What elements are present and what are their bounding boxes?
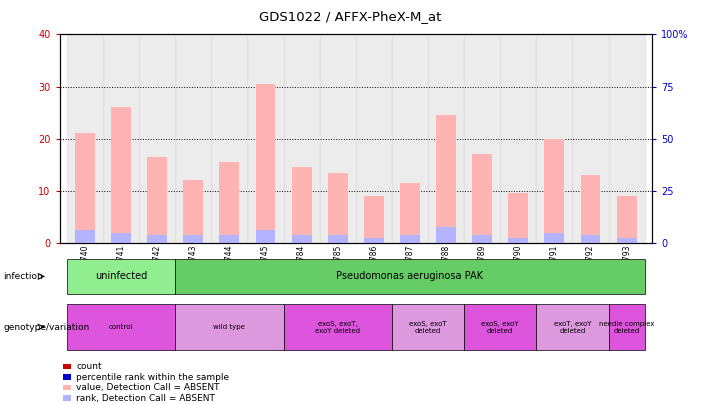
Bar <box>175 34 211 243</box>
Text: exoS, exoY
deleted: exoS, exoY deleted <box>482 320 519 334</box>
Bar <box>320 34 355 243</box>
Bar <box>219 162 239 243</box>
Bar <box>617 238 637 243</box>
Bar <box>247 34 283 243</box>
Bar <box>472 154 492 243</box>
Bar <box>464 34 501 243</box>
Bar <box>139 34 175 243</box>
Bar <box>111 232 131 243</box>
Bar <box>436 227 456 243</box>
Bar <box>355 34 392 243</box>
Bar <box>147 157 167 243</box>
Bar <box>617 196 637 243</box>
Bar <box>501 34 536 243</box>
Text: exoS, exoT,
exoY deleted: exoS, exoT, exoY deleted <box>315 320 360 334</box>
Bar <box>292 167 311 243</box>
Bar <box>147 235 167 243</box>
Text: exoT, exoY
deleted: exoT, exoY deleted <box>554 320 591 334</box>
Bar <box>508 194 529 243</box>
Bar <box>328 235 348 243</box>
Text: uninfected: uninfected <box>95 271 147 281</box>
Bar <box>283 34 320 243</box>
Bar <box>608 34 645 243</box>
Bar <box>436 115 456 243</box>
Text: count: count <box>76 362 102 371</box>
Bar <box>256 84 275 243</box>
Bar <box>400 235 420 243</box>
Bar <box>67 34 103 243</box>
Bar <box>580 235 601 243</box>
Bar <box>364 238 383 243</box>
Bar <box>75 230 95 243</box>
Text: control: control <box>109 324 133 330</box>
Text: rank, Detection Call = ABSENT: rank, Detection Call = ABSENT <box>76 394 215 403</box>
Bar <box>545 139 564 243</box>
Bar <box>183 235 203 243</box>
Bar <box>580 175 601 243</box>
Bar <box>508 238 529 243</box>
Text: infection: infection <box>4 272 43 281</box>
Bar <box>183 181 203 243</box>
Bar <box>364 196 383 243</box>
Bar <box>472 235 492 243</box>
Bar <box>536 34 573 243</box>
Bar <box>400 183 420 243</box>
Text: percentile rank within the sample: percentile rank within the sample <box>76 373 229 382</box>
Bar <box>219 235 239 243</box>
Bar <box>328 173 348 243</box>
Bar <box>292 235 311 243</box>
Bar <box>103 34 139 243</box>
Text: genotype/variation: genotype/variation <box>4 322 90 332</box>
Bar <box>392 34 428 243</box>
Bar <box>111 107 131 243</box>
Bar <box>545 232 564 243</box>
Text: Pseudomonas aeruginosa PAK: Pseudomonas aeruginosa PAK <box>336 271 484 281</box>
Bar <box>75 134 95 243</box>
Text: value, Detection Call = ABSENT: value, Detection Call = ABSENT <box>76 383 220 392</box>
Text: wild type: wild type <box>213 324 245 330</box>
Text: needle complex
deleted: needle complex deleted <box>599 320 654 334</box>
Bar <box>573 34 608 243</box>
Text: exoS, exoT
deleted: exoS, exoT deleted <box>409 320 447 334</box>
Bar <box>256 230 275 243</box>
Bar <box>428 34 464 243</box>
Text: GDS1022 / AFFX-PheX-M_at: GDS1022 / AFFX-PheX-M_at <box>259 10 442 23</box>
Bar <box>211 34 247 243</box>
